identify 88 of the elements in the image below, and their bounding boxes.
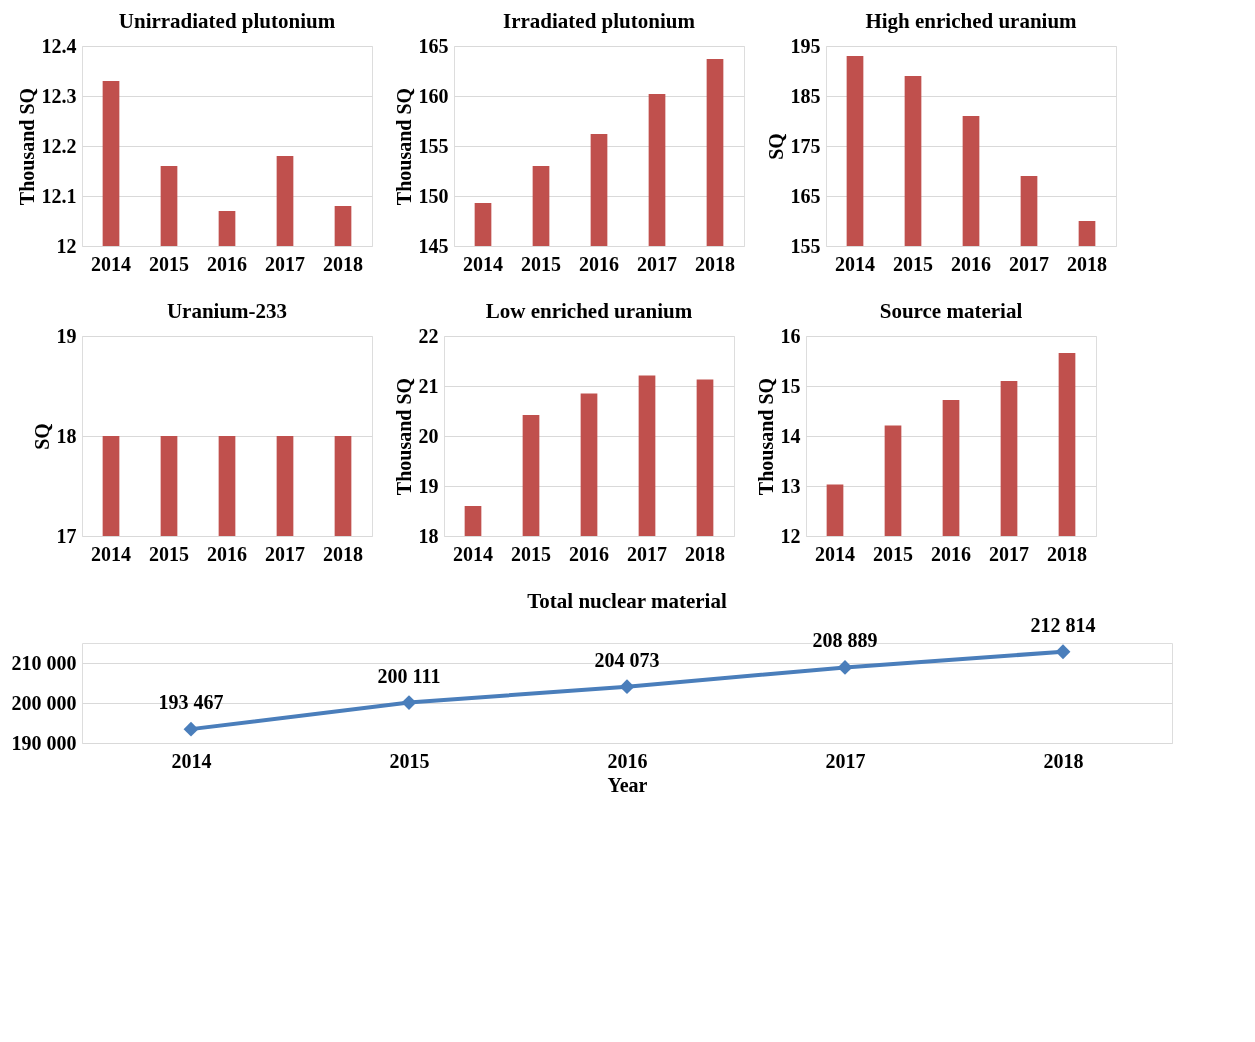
x-tick-label: 2014 xyxy=(463,252,503,275)
x-tick-label: 2018 xyxy=(323,542,363,565)
x-tick-label: 2018 xyxy=(1047,542,1087,565)
y-tick-label: 210 000 xyxy=(11,651,77,674)
y-tick-label: 18 xyxy=(56,424,77,447)
y-tick-label: 16 xyxy=(780,324,801,347)
y-tick-label: 185 xyxy=(790,84,821,107)
x-tick-label: 2017 xyxy=(1009,252,1049,275)
x-tick-label: 2014 xyxy=(171,749,212,772)
x-tick-label: 2014 xyxy=(453,542,493,565)
y-tick-label: 200 000 xyxy=(11,691,77,714)
x-axis-title: Year xyxy=(607,773,648,796)
y-tick-label: 175 xyxy=(790,134,821,157)
y-axis-title: Thousand SQ xyxy=(15,87,38,206)
chart-title: Irradiated plutonium xyxy=(503,9,696,33)
y-tick-label: 12.2 xyxy=(41,134,77,157)
y-tick-label: 19 xyxy=(56,324,77,347)
y-axis-title: SQ xyxy=(764,133,787,160)
x-tick-label: 2017 xyxy=(825,749,866,772)
chart-title: Unirradiated plutonium xyxy=(118,9,336,33)
y-axis-title: Thousand SQ xyxy=(392,377,415,496)
point xyxy=(1055,644,1071,660)
y-tick-label: 12 xyxy=(56,234,77,257)
y-axis-title: Thousand SQ xyxy=(392,87,415,206)
x-tick-label: 2015 xyxy=(149,252,189,275)
x-tick-label: 2015 xyxy=(389,749,430,772)
x-tick-label: 2016 xyxy=(931,542,971,565)
y-tick-label: 155 xyxy=(790,234,821,257)
x-tick-label: 2016 xyxy=(569,542,609,565)
x-tick-label: 2014 xyxy=(91,542,131,565)
x-tick-label: 2015 xyxy=(893,252,933,275)
x-tick-label: 2018 xyxy=(323,252,363,275)
y-tick-label: 190 000 xyxy=(11,731,77,754)
x-tick-label: 2016 xyxy=(951,252,991,275)
y-axis-title: SQ xyxy=(30,423,53,450)
chart-title: Total nuclear material xyxy=(527,588,727,613)
y-tick-label: 14 xyxy=(780,424,801,447)
data-label: 208 889 xyxy=(812,629,878,652)
x-tick-label: 2017 xyxy=(265,542,305,565)
chart-title: Source material xyxy=(879,299,1023,323)
x-tick-label: 2015 xyxy=(511,542,551,565)
x-tick-label: 2014 xyxy=(835,252,875,275)
x-tick-label: 2014 xyxy=(815,542,855,565)
y-tick-label: 15 xyxy=(780,374,801,397)
x-tick-label: 2017 xyxy=(627,542,667,565)
y-tick-label: 195 xyxy=(790,34,821,57)
x-tick-label: 2015 xyxy=(521,252,561,275)
x-tick-label: 2016 xyxy=(207,542,247,565)
x-tick-label: 2015 xyxy=(149,542,189,565)
chart-title: High enriched uranium xyxy=(865,9,1078,33)
x-tick-label: 2018 xyxy=(1067,252,1107,275)
y-tick-label: 19 xyxy=(418,474,439,497)
data-label: 200 111 xyxy=(377,664,441,687)
point xyxy=(619,679,635,695)
y-tick-label: 17 xyxy=(56,524,77,547)
y-tick-label: 12 xyxy=(780,524,801,547)
x-tick-label: 2017 xyxy=(265,252,305,275)
data-label: 193 467 xyxy=(158,691,224,714)
y-tick-label: 13 xyxy=(780,474,801,497)
y-tick-label: 12.3 xyxy=(41,84,77,107)
x-tick-label: 2017 xyxy=(637,252,677,275)
y-tick-label: 20 xyxy=(418,424,439,447)
y-tick-label: 22 xyxy=(418,324,439,347)
x-tick-label: 2018 xyxy=(685,542,725,565)
x-tick-label: 2015 xyxy=(873,542,913,565)
x-tick-label: 2016 xyxy=(607,749,648,772)
x-tick-label: 2016 xyxy=(207,252,247,275)
y-tick-label: 150 xyxy=(418,184,449,207)
x-tick-label: 2014 xyxy=(91,252,131,275)
y-tick-label: 12.1 xyxy=(41,184,77,207)
point xyxy=(183,721,199,737)
x-tick-label: 2016 xyxy=(579,252,619,275)
chart-title: Uranium-233 xyxy=(166,299,288,323)
y-tick-label: 12.4 xyxy=(41,34,77,57)
y-tick-label: 155 xyxy=(418,134,449,157)
data-label: 212 814 xyxy=(1030,613,1096,636)
y-tick-label: 145 xyxy=(418,234,449,257)
chart-title: Low enriched uranium xyxy=(485,299,693,323)
data-label: 204 073 xyxy=(594,648,660,671)
y-tick-label: 21 xyxy=(418,374,439,397)
x-tick-label: 2018 xyxy=(1043,749,1084,772)
y-tick-label: 18 xyxy=(418,524,439,547)
x-tick-label: 2018 xyxy=(695,252,735,275)
y-axis-title: Thousand SQ xyxy=(754,377,777,496)
y-tick-label: 165 xyxy=(418,34,449,57)
y-tick-label: 160 xyxy=(418,84,449,107)
y-tick-label: 165 xyxy=(790,184,821,207)
x-tick-label: 2017 xyxy=(989,542,1029,565)
